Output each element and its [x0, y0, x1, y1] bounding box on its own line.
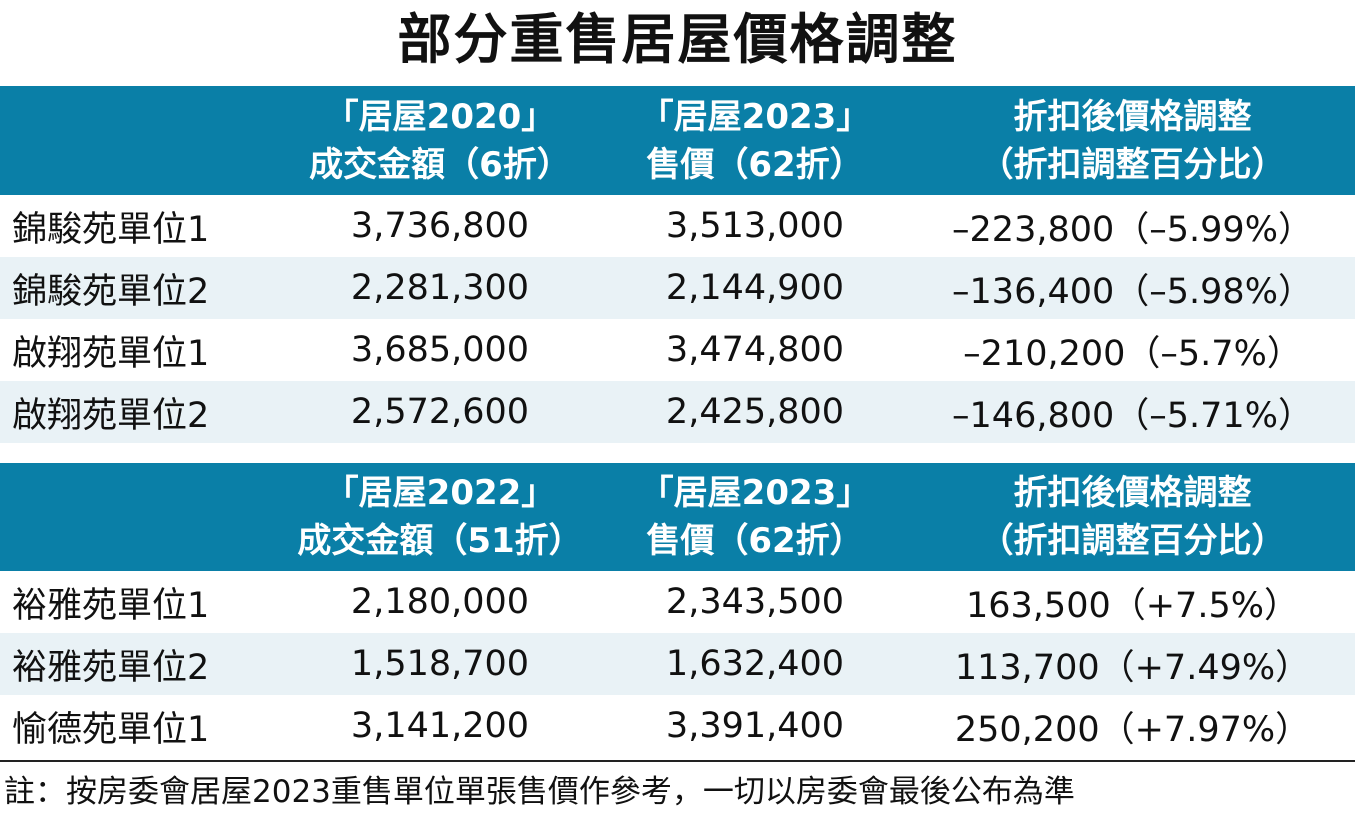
header-line: 「居屋2020」	[324, 96, 556, 137]
header-unit	[0, 86, 280, 195]
header-line: 「居屋2023」	[639, 96, 871, 137]
price-adjustment: –136,400（–5.98%）	[910, 257, 1355, 319]
header-line: 折扣後價格調整	[1013, 96, 1252, 137]
table-row: 裕雅苑單位1 2,180,000 2,343,500 163,500（+7.5%…	[0, 571, 1355, 633]
header-line: （折扣調整百分比）	[979, 521, 1286, 561]
previous-price: 3,141,200	[350, 706, 530, 746]
header-line: 成交金額（6折）	[309, 144, 571, 185]
current-price: 2,144,900	[600, 257, 910, 319]
price-adjustment: 163,500（+7.5%）	[966, 585, 1299, 626]
footnote: 註：按房委會居屋2023重售單位單張售價作參考，一切以房委會最後公布為準	[0, 760, 1355, 812]
unit-name: 錦駿苑單位2	[0, 257, 280, 319]
current-price: 3,513,000	[665, 206, 845, 246]
table-row: 啟翔苑單位1 3,685,000 3,474,800 –210,200（–5.7…	[0, 319, 1355, 381]
header-previous-price: 「居屋2020」 成交金額（6折）	[280, 86, 600, 195]
header-line: 售價（62折）	[646, 521, 864, 561]
page-title: 部分重售居屋價格調整	[397, 8, 958, 71]
header-current-price: 「居屋2023」 售價（62折）	[600, 463, 910, 571]
header-line: 成交金額（51折）	[297, 521, 583, 561]
table-2-header: 「居屋2022」 成交金額（51折） 「居屋2023」 售價（62折） 折扣後價…	[0, 463, 1355, 571]
header-current-price: 「居屋2023」 售價（62折）	[600, 86, 910, 195]
header-line: 折扣後價格調整	[1013, 473, 1252, 513]
previous-price: 3,736,800	[350, 206, 530, 246]
table-spacer	[0, 443, 1355, 463]
header-previous-price: 「居屋2022」 成交金額（51折）	[280, 463, 600, 571]
unit-name: 裕雅苑單位1	[12, 585, 210, 626]
header-unit	[0, 463, 280, 571]
header-adjustment: 折扣後價格調整 （折扣調整百分比）	[910, 86, 1355, 195]
table-row: 愉德苑單位1 3,141,200 3,391,400 250,200（+7.97…	[0, 695, 1355, 757]
table-row: 啟翔苑單位2 2,572,600 2,425,800 –146,800（–5.7…	[0, 381, 1355, 443]
price-table-2: 「居屋2022」 成交金額（51折） 「居屋2023」 售價（62折） 折扣後價…	[0, 463, 1355, 757]
current-price: 3,474,800	[665, 330, 845, 370]
table-row: 錦駿苑單位2 2,281,300 2,144,900 –136,400（–5.9…	[0, 257, 1355, 319]
unit-name: 裕雅苑單位2	[0, 633, 280, 695]
price-adjustment: –210,200（–5.7%）	[963, 333, 1302, 374]
price-adjustment: –146,800（–5.71%）	[910, 381, 1355, 443]
unit-name: 啟翔苑單位1	[12, 333, 210, 374]
header-line: （折扣調整百分比）	[979, 144, 1286, 185]
current-price: 3,391,400	[665, 706, 845, 746]
header-line: 「居屋2022」	[324, 473, 556, 513]
current-price: 2,343,500	[665, 582, 845, 622]
header-line: 「居屋2023」	[639, 473, 871, 513]
price-adjustment: 250,200（+7.97%）	[954, 709, 1311, 750]
unit-name: 啟翔苑單位2	[0, 381, 280, 443]
price-adjustment: 113,700（+7.49%）	[910, 633, 1355, 695]
unit-name: 愉德苑單位1	[12, 709, 210, 750]
previous-price: 1,518,700	[280, 633, 600, 695]
current-price: 2,425,800	[600, 381, 910, 443]
unit-name: 錦駿苑單位1	[12, 209, 210, 250]
header-line: 售價（62折）	[646, 144, 864, 185]
table-1-header: 「居屋2020」 成交金額（6折） 「居屋2023」 售價（62折） 折扣後價格…	[0, 86, 1355, 195]
header-adjustment: 折扣後價格調整 （折扣調整百分比）	[910, 463, 1355, 571]
previous-price: 2,572,600	[280, 381, 600, 443]
previous-price: 3,685,000	[350, 330, 530, 370]
price-adjustment: –223,800（–5.99%）	[952, 209, 1313, 250]
previous-price: 2,180,000	[350, 582, 530, 622]
price-table-1: 「居屋2020」 成交金額（6折） 「居屋2023」 售價（62折） 折扣後價格…	[0, 86, 1355, 443]
previous-price: 2,281,300	[280, 257, 600, 319]
table-row: 錦駿苑單位1 3,736,800 3,513,000 –223,800（–5.9…	[0, 195, 1355, 257]
current-price: 1,632,400	[600, 633, 910, 695]
table-row: 裕雅苑單位2 1,518,700 1,632,400 113,700（+7.49…	[0, 633, 1355, 695]
